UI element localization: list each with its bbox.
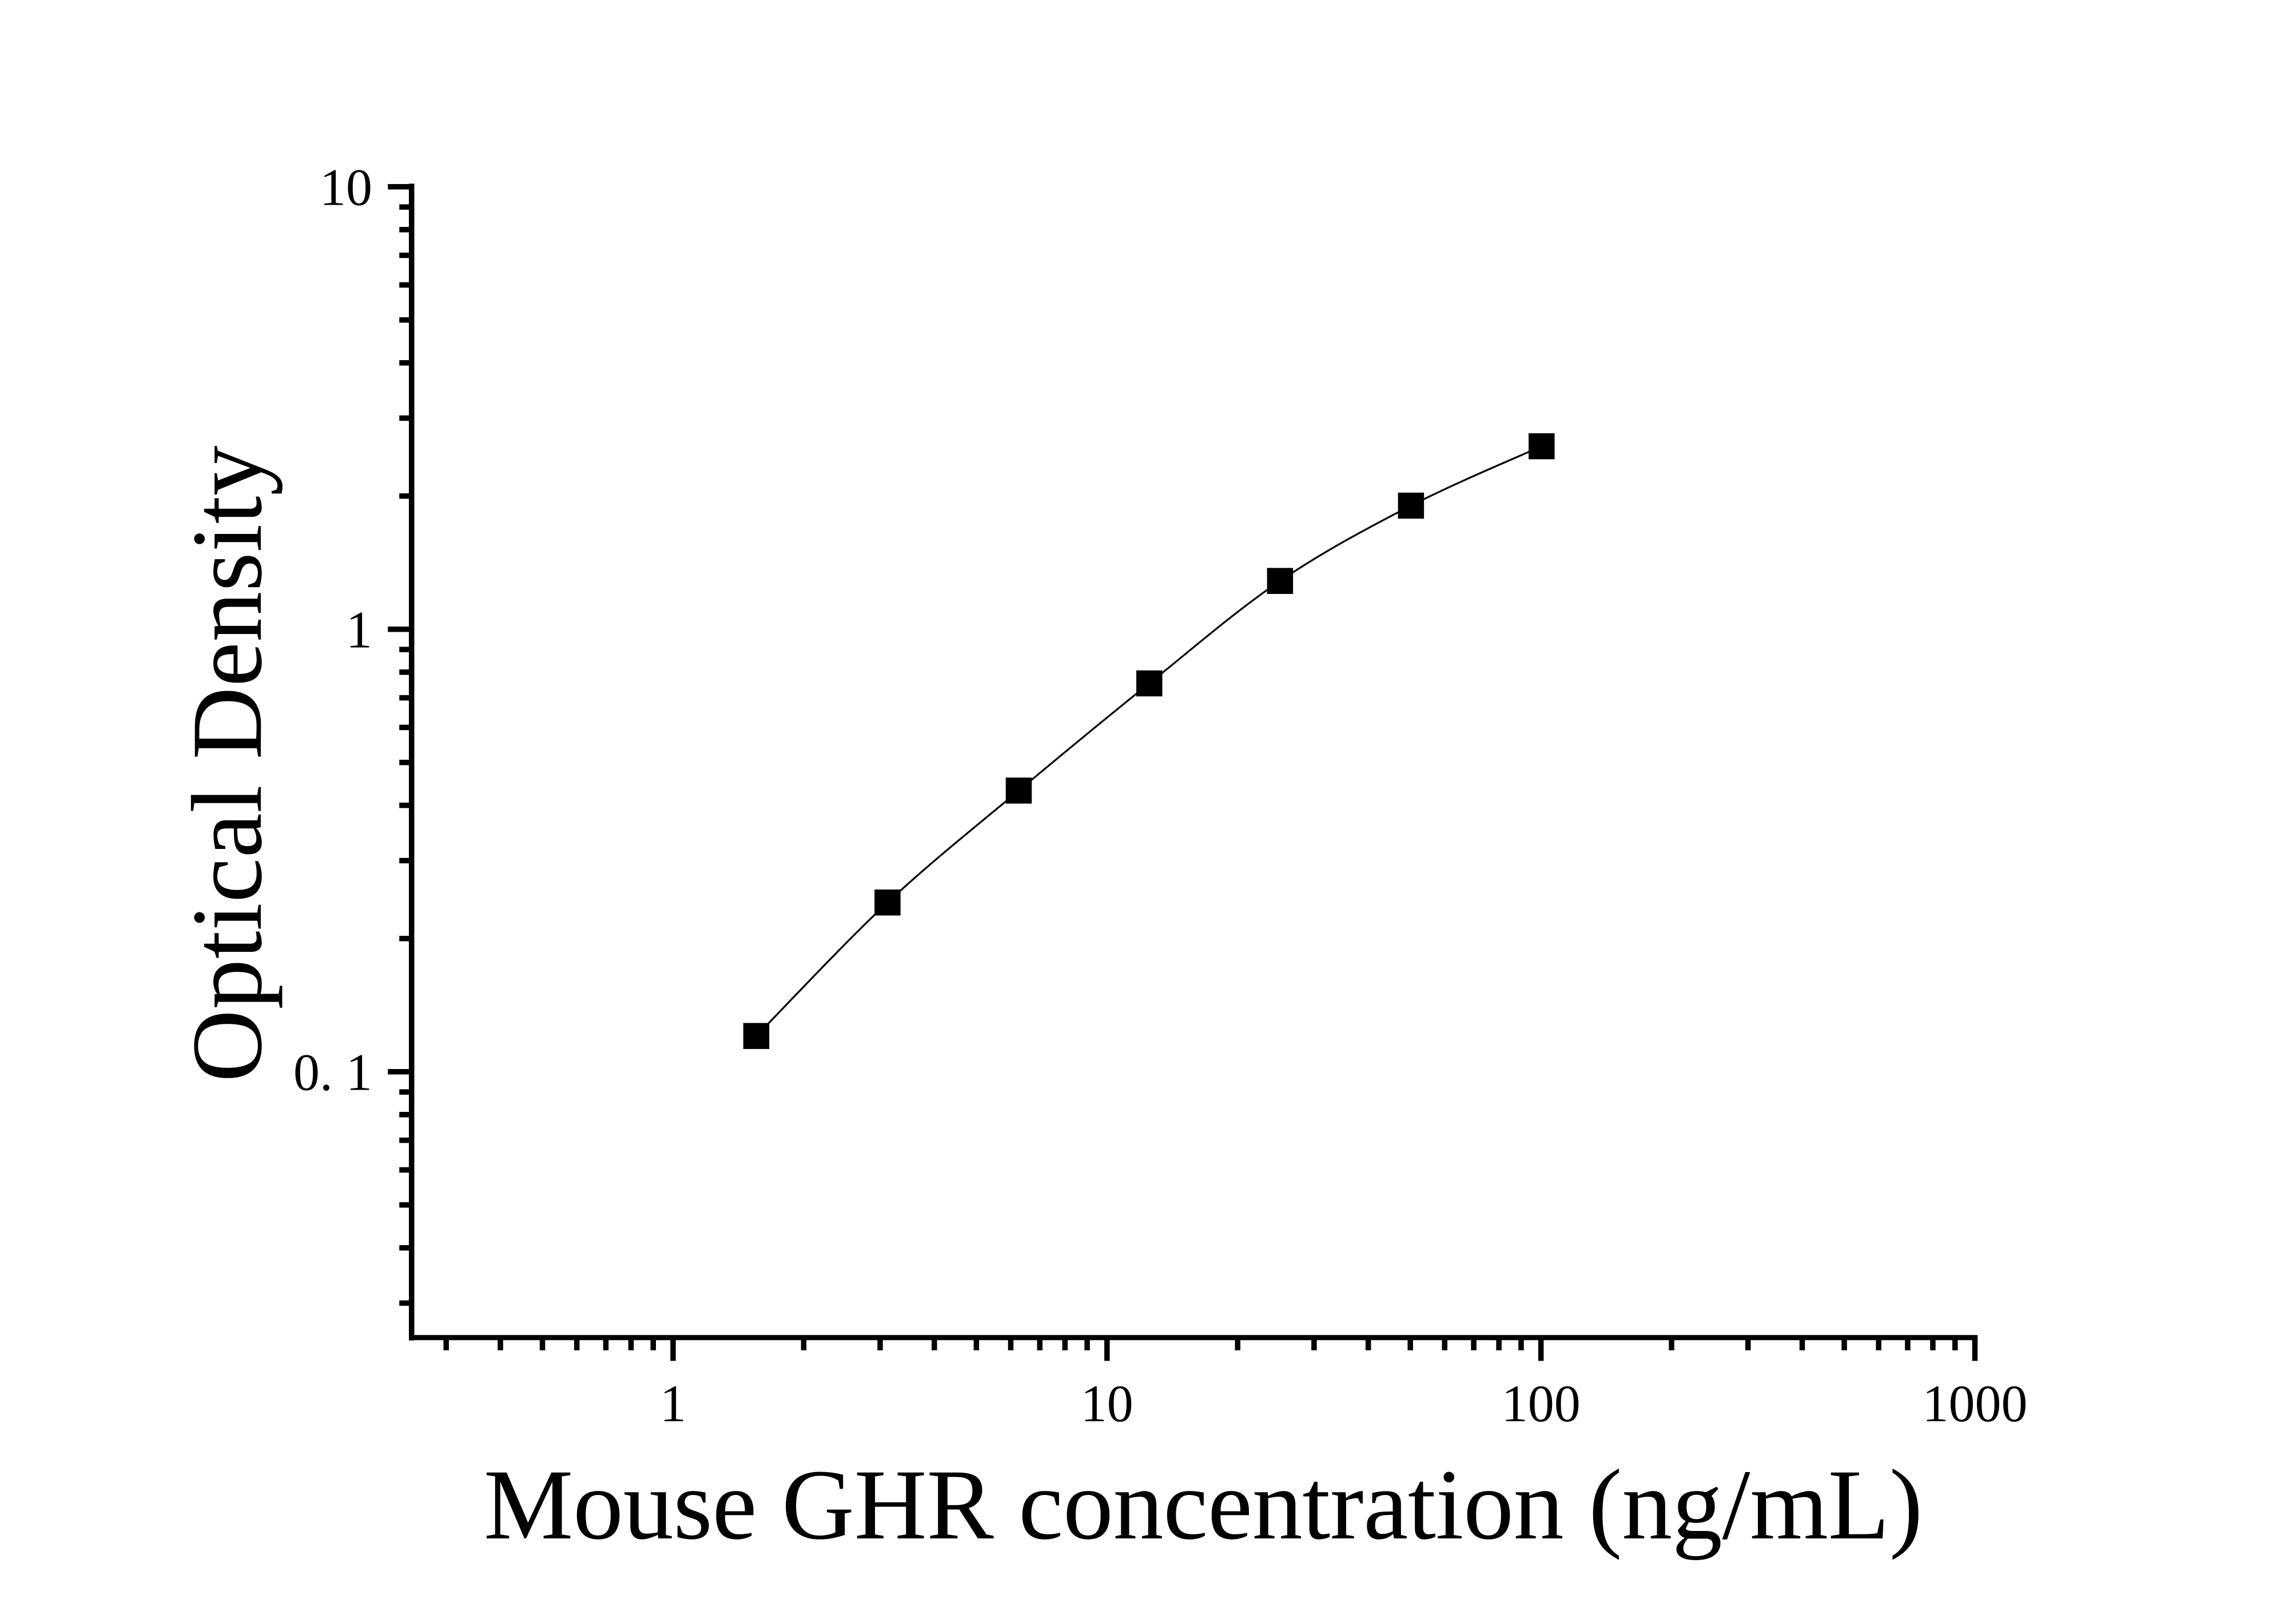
svg-text:100: 100 [1502,1374,1581,1433]
svg-text:10: 10 [1081,1374,1133,1433]
svg-text:Mouse GHR concentration (ng/mL: Mouse GHR concentration (ng/mL) [484,1449,1923,1561]
svg-text:1: 1 [346,601,372,659]
svg-text:1: 1 [660,1374,686,1433]
svg-text:Optical Density: Optical Density [172,445,283,1082]
svg-text:0. 1: 0. 1 [293,1043,372,1102]
svg-text:10: 10 [320,158,372,217]
svg-text:1000: 1000 [1923,1374,2028,1433]
